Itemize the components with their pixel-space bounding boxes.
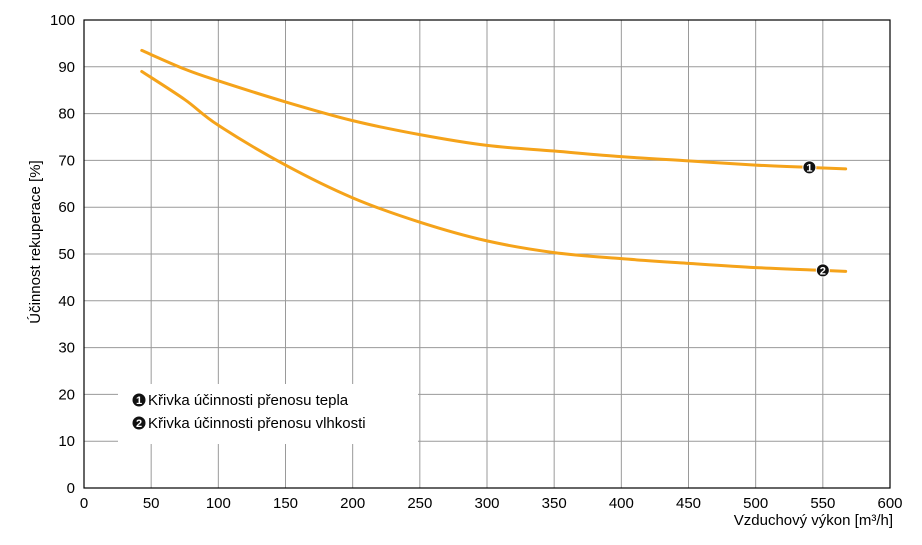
plot-border [83, 19, 891, 489]
x-tick-label: 550 [810, 495, 835, 512]
x-tick-label: 600 [877, 495, 902, 512]
legend-background [118, 384, 418, 444]
y-tick-label: 70 [58, 152, 75, 169]
x-tick-label: 500 [743, 495, 768, 512]
curve-marker-1: 1 [802, 160, 817, 175]
x-tick-label: 100 [206, 495, 231, 512]
y-tick-label: 90 [58, 59, 75, 76]
x-tick-label: 250 [407, 495, 432, 512]
x-tick-label: 300 [474, 495, 499, 512]
series-line-1 [140, 48, 848, 171]
x-tick-label: 0 [80, 495, 88, 512]
marker-circle [815, 263, 830, 278]
legend-marker [132, 416, 146, 430]
y-tick-label: 40 [58, 293, 75, 310]
series-markers: 12 [802, 160, 830, 278]
series-lines [140, 48, 848, 273]
grid [83, 19, 891, 489]
x-tick-label: 350 [542, 495, 567, 512]
x-tick-label: 150 [273, 495, 298, 512]
x-tick-label: 450 [676, 495, 701, 512]
y-tick-label: 10 [58, 433, 75, 450]
y-tick-label: 60 [58, 199, 75, 216]
legend-entry-1: 1 Křivka účinnosti přenosu tepla [132, 392, 349, 409]
tick-labels: 0 50 100 150 200 250 300 350 400 450 500 550 6000102… [50, 12, 903, 512]
y-tick-label: 80 [58, 106, 75, 123]
y-axis-label: Účinnost rekuperace [%] [27, 160, 44, 323]
x-tick-label: 50 [143, 495, 160, 512]
legend: 1 Křivka účinnosti přenosu tepla 2 Křivka ú… [118, 384, 418, 444]
y-tick-label: 20 [58, 386, 75, 403]
y-tick-label: 0 [67, 480, 75, 497]
legend-label: Křivka účinnosti přenosu tepla [148, 392, 349, 409]
marker-circle [802, 160, 817, 175]
legend-entry-2: 2 Křivka účinnosti přenosu vlhkosti [132, 415, 366, 432]
y-tick-label: 30 [58, 340, 75, 357]
y-tick-label: 50 [58, 246, 75, 263]
x-tick-label: 400 [609, 495, 634, 512]
series-line-2 [140, 69, 848, 273]
marker-number: 1 [806, 162, 812, 174]
y-tick-label: 100 [50, 12, 75, 29]
legend-label: Křivka účinnosti přenosu vlhkosti [148, 415, 366, 432]
x-axis-label: Vzduchový výkon [m³/h] [734, 512, 893, 529]
legend-marker-number: 2 [136, 418, 142, 430]
curve-marker-2: 2 [815, 263, 830, 278]
legend-marker [132, 393, 146, 407]
legend-marker-number: 1 [136, 395, 142, 407]
marker-number: 2 [820, 265, 826, 277]
x-tick-label: 200 [340, 495, 365, 512]
